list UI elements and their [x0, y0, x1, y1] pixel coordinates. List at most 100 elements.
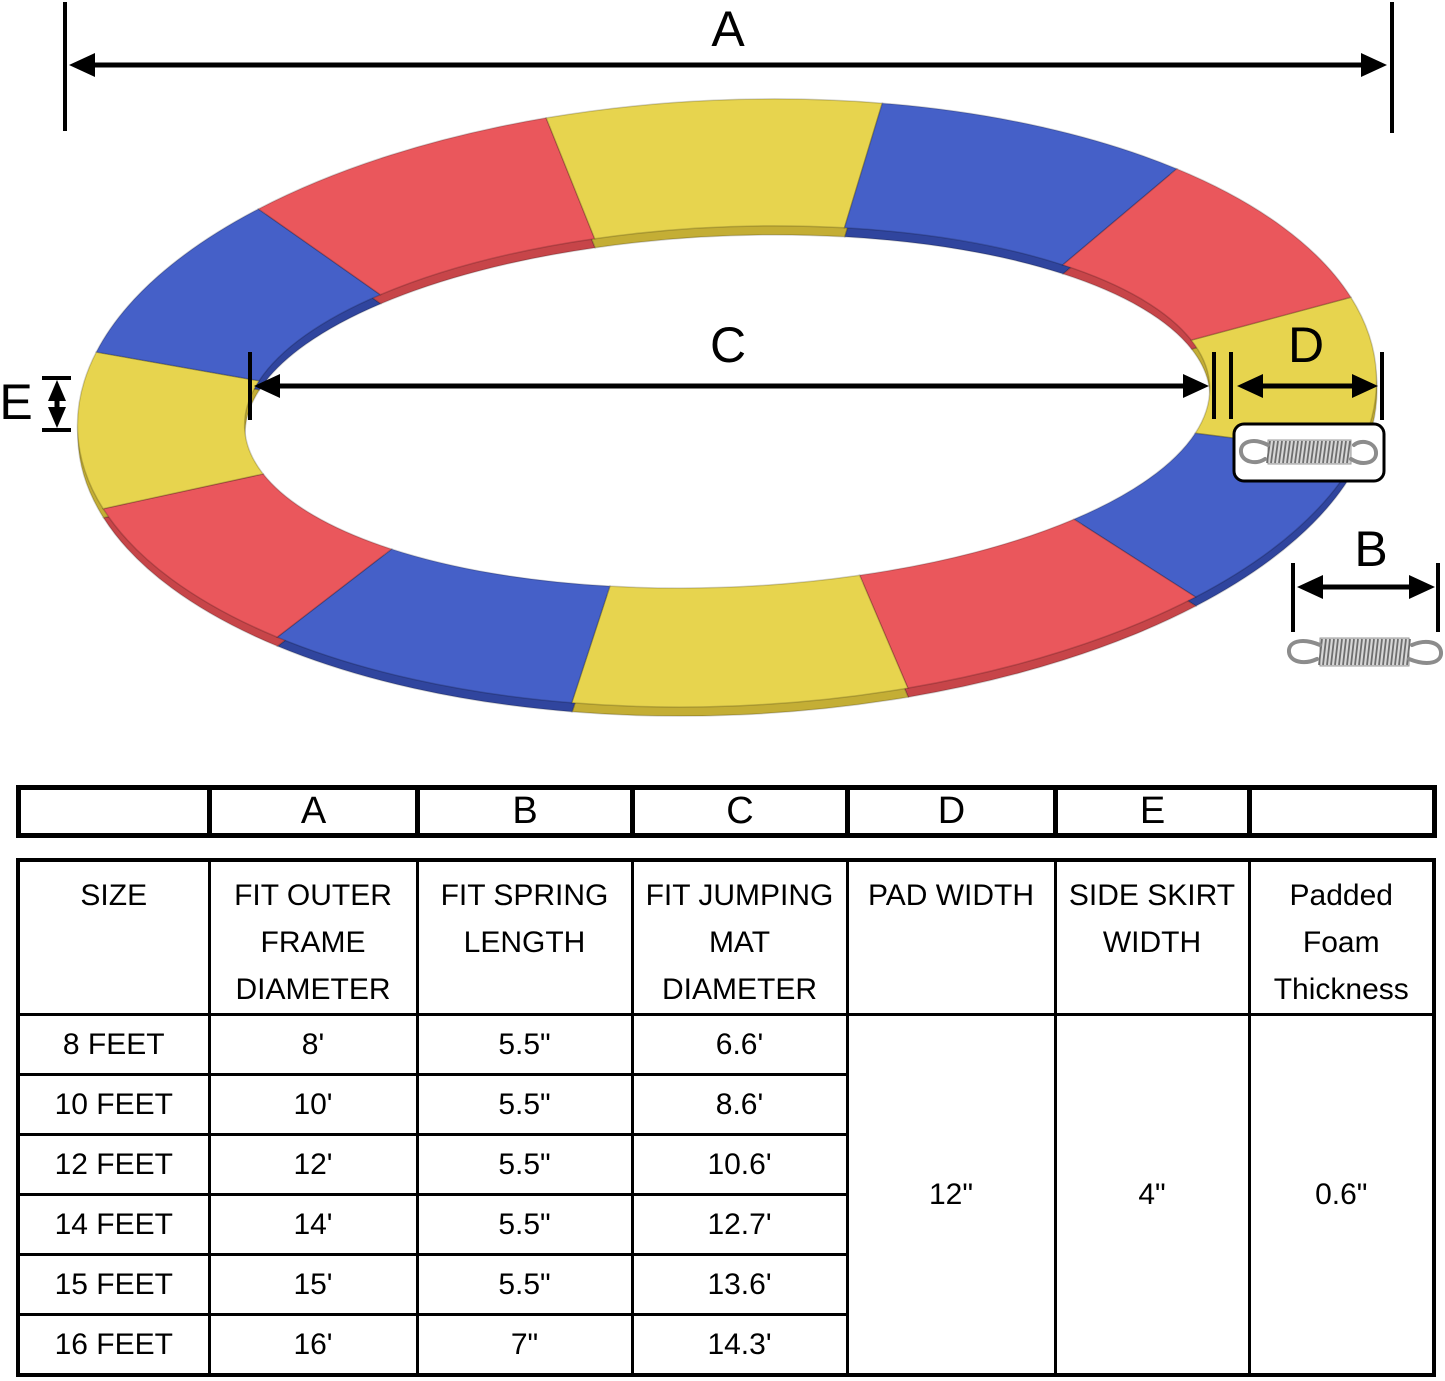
header-spring-length: FIT SPRING LENGTH [415, 858, 634, 1016]
letter-cell-d: D [845, 785, 1058, 838]
spring-coil-wire [1358, 638, 1363, 666]
cell-a: 8' [207, 1013, 419, 1076]
dimension-letter-strip: A B C D E [16, 785, 1437, 838]
table-row: 16 FEET 16' 7" 14.3' [16, 1313, 1434, 1377]
header-jumping-mat-diameter: FIT JUMPING MAT DIAMETER [630, 858, 849, 1016]
spring-coil-wire [1338, 440, 1343, 464]
spring-coil-wire [1322, 638, 1327, 666]
spring-coil-wire [1314, 440, 1319, 464]
spring-coil-wire [1310, 440, 1315, 464]
pad-segment-red [101, 473, 394, 639]
spring-coil-wire [1366, 638, 1371, 666]
spring-coil-wire [1318, 638, 1323, 666]
cell-c: 8.6' [630, 1073, 849, 1136]
table-row: 12 FEET 12' 5.5" 10.6' [16, 1133, 1434, 1196]
spring-coil-wire [1402, 638, 1407, 666]
dimension-d: D [1229, 317, 1384, 420]
pad-segment-red [858, 518, 1198, 689]
spring-coil-wire [1394, 638, 1399, 666]
spring-coil-wire [1346, 440, 1351, 464]
dimension-b: B [1291, 521, 1440, 632]
header-side-skirt-width: SIDE SKIRT WIDTH [1053, 858, 1251, 1016]
dimension-a: A [63, 1, 1394, 133]
header-foam-thickness: Padded Foam Thickness [1247, 858, 1436, 1016]
pad-segment-blue [275, 548, 611, 704]
size-spec-table: SIZE FIT OUTER FRAME DIAMETER FIT SPRING… [16, 858, 1436, 1377]
spring-coil-wire [1298, 440, 1303, 464]
dimension-label-a: A [711, 1, 745, 57]
cell-b: 7" [415, 1313, 634, 1377]
letter-cell-blank-left [16, 785, 212, 838]
spring-coil-wire [1334, 440, 1339, 464]
spring-coil-wire [1374, 638, 1379, 666]
dimension-label-d: D [1288, 317, 1324, 373]
spring-coil-wire [1330, 440, 1335, 464]
dimension-label-e: E [0, 374, 33, 430]
spring-coil-wire [1334, 638, 1339, 666]
dimension-c: C [248, 317, 1216, 420]
letter-cell-blank-right [1247, 785, 1437, 838]
pad-segment-red [257, 117, 596, 296]
cell-foam-thickness: 0.6" [1247, 1013, 1436, 1377]
header-size: SIZE [16, 858, 211, 1016]
pad-segment-yellow [545, 98, 884, 240]
spring-coil-wire [1398, 638, 1403, 666]
letter-row: A B C D E [16, 785, 1437, 838]
spring-coil-wire [1386, 638, 1391, 666]
spring-coil-wire [1370, 638, 1375, 666]
header-pad-width: PAD WIDTH [845, 858, 1057, 1016]
cell-c: 10.6' [630, 1133, 849, 1196]
letter-cell-b: B [415, 785, 635, 838]
letter-cell-e: E [1053, 785, 1252, 838]
spring-coil-wire [1322, 440, 1327, 464]
spring-hook-right [1349, 439, 1378, 465]
cell-a: 12' [207, 1133, 419, 1196]
trampoline-pad-diagram: A C D E [0, 1, 1443, 717]
pad-segment-yellow [76, 351, 265, 510]
spring-coil-wire [1306, 440, 1311, 464]
cell-b: 5.5" [415, 1193, 634, 1256]
pad-segment-blue [843, 102, 1179, 266]
dimension-label-c: C [710, 317, 746, 373]
cell-c: 12.7' [630, 1193, 849, 1256]
letter-cell-a: A [207, 785, 420, 838]
cell-a: 10' [207, 1073, 419, 1136]
cell-a: 14' [207, 1193, 419, 1256]
spring-coil-wire [1406, 638, 1411, 666]
spring-coil-wire [1362, 638, 1367, 666]
spring-coil-wire [1318, 440, 1323, 464]
spring-coil-wire [1338, 638, 1343, 666]
cell-a: 15' [207, 1253, 419, 1316]
pad-segment-yellow [570, 574, 909, 708]
header-outer-frame-diameter: FIT OUTER FRAME DIAMETER [207, 858, 419, 1016]
cell-size: 12 FEET [16, 1133, 211, 1196]
spring-coil-wire [1286, 440, 1291, 464]
spring-coil-wire [1382, 638, 1387, 666]
table-row: 8 FEET 8' 5.5" 6.6' 12" 4" 0.6" [16, 1013, 1436, 1377]
cell-size: 8 FEET [16, 1013, 211, 1076]
letter-cell-c: C [630, 785, 850, 838]
spring-coil-wire [1354, 638, 1359, 666]
spring-hook-left [1287, 639, 1322, 665]
spring-coil-wire [1274, 440, 1279, 464]
spring-coil-wire [1350, 638, 1355, 666]
cell-size: 16 FEET [16, 1313, 211, 1377]
cell-c: 13.6' [630, 1253, 849, 1316]
cell-size: 15 FEET [16, 1253, 211, 1316]
spring-coil-wire [1278, 440, 1283, 464]
table-row: 15 FEET 15' 5.5" 13.6' [16, 1253, 1434, 1316]
pad-segment-blue [95, 208, 382, 382]
spring-coil-wire [1294, 440, 1299, 464]
trampoline-pad-ring [76, 98, 1378, 717]
spring-coil-wire [1378, 638, 1383, 666]
cell-size: 10 FEET [16, 1073, 211, 1136]
spring-coil-wire [1326, 440, 1331, 464]
cell-c: 6.6' [630, 1013, 849, 1076]
cell-side-skirt-width: 4" [1053, 1013, 1251, 1377]
header-row: SIZE FIT OUTER FRAME DIAMETER FIT SPRING… [16, 858, 1436, 1016]
spring-coil-wire [1282, 440, 1287, 464]
spring-coil-wire [1342, 638, 1347, 666]
cell-pad-width: 12" [845, 1013, 1057, 1377]
cell-a: 16' [207, 1313, 419, 1377]
